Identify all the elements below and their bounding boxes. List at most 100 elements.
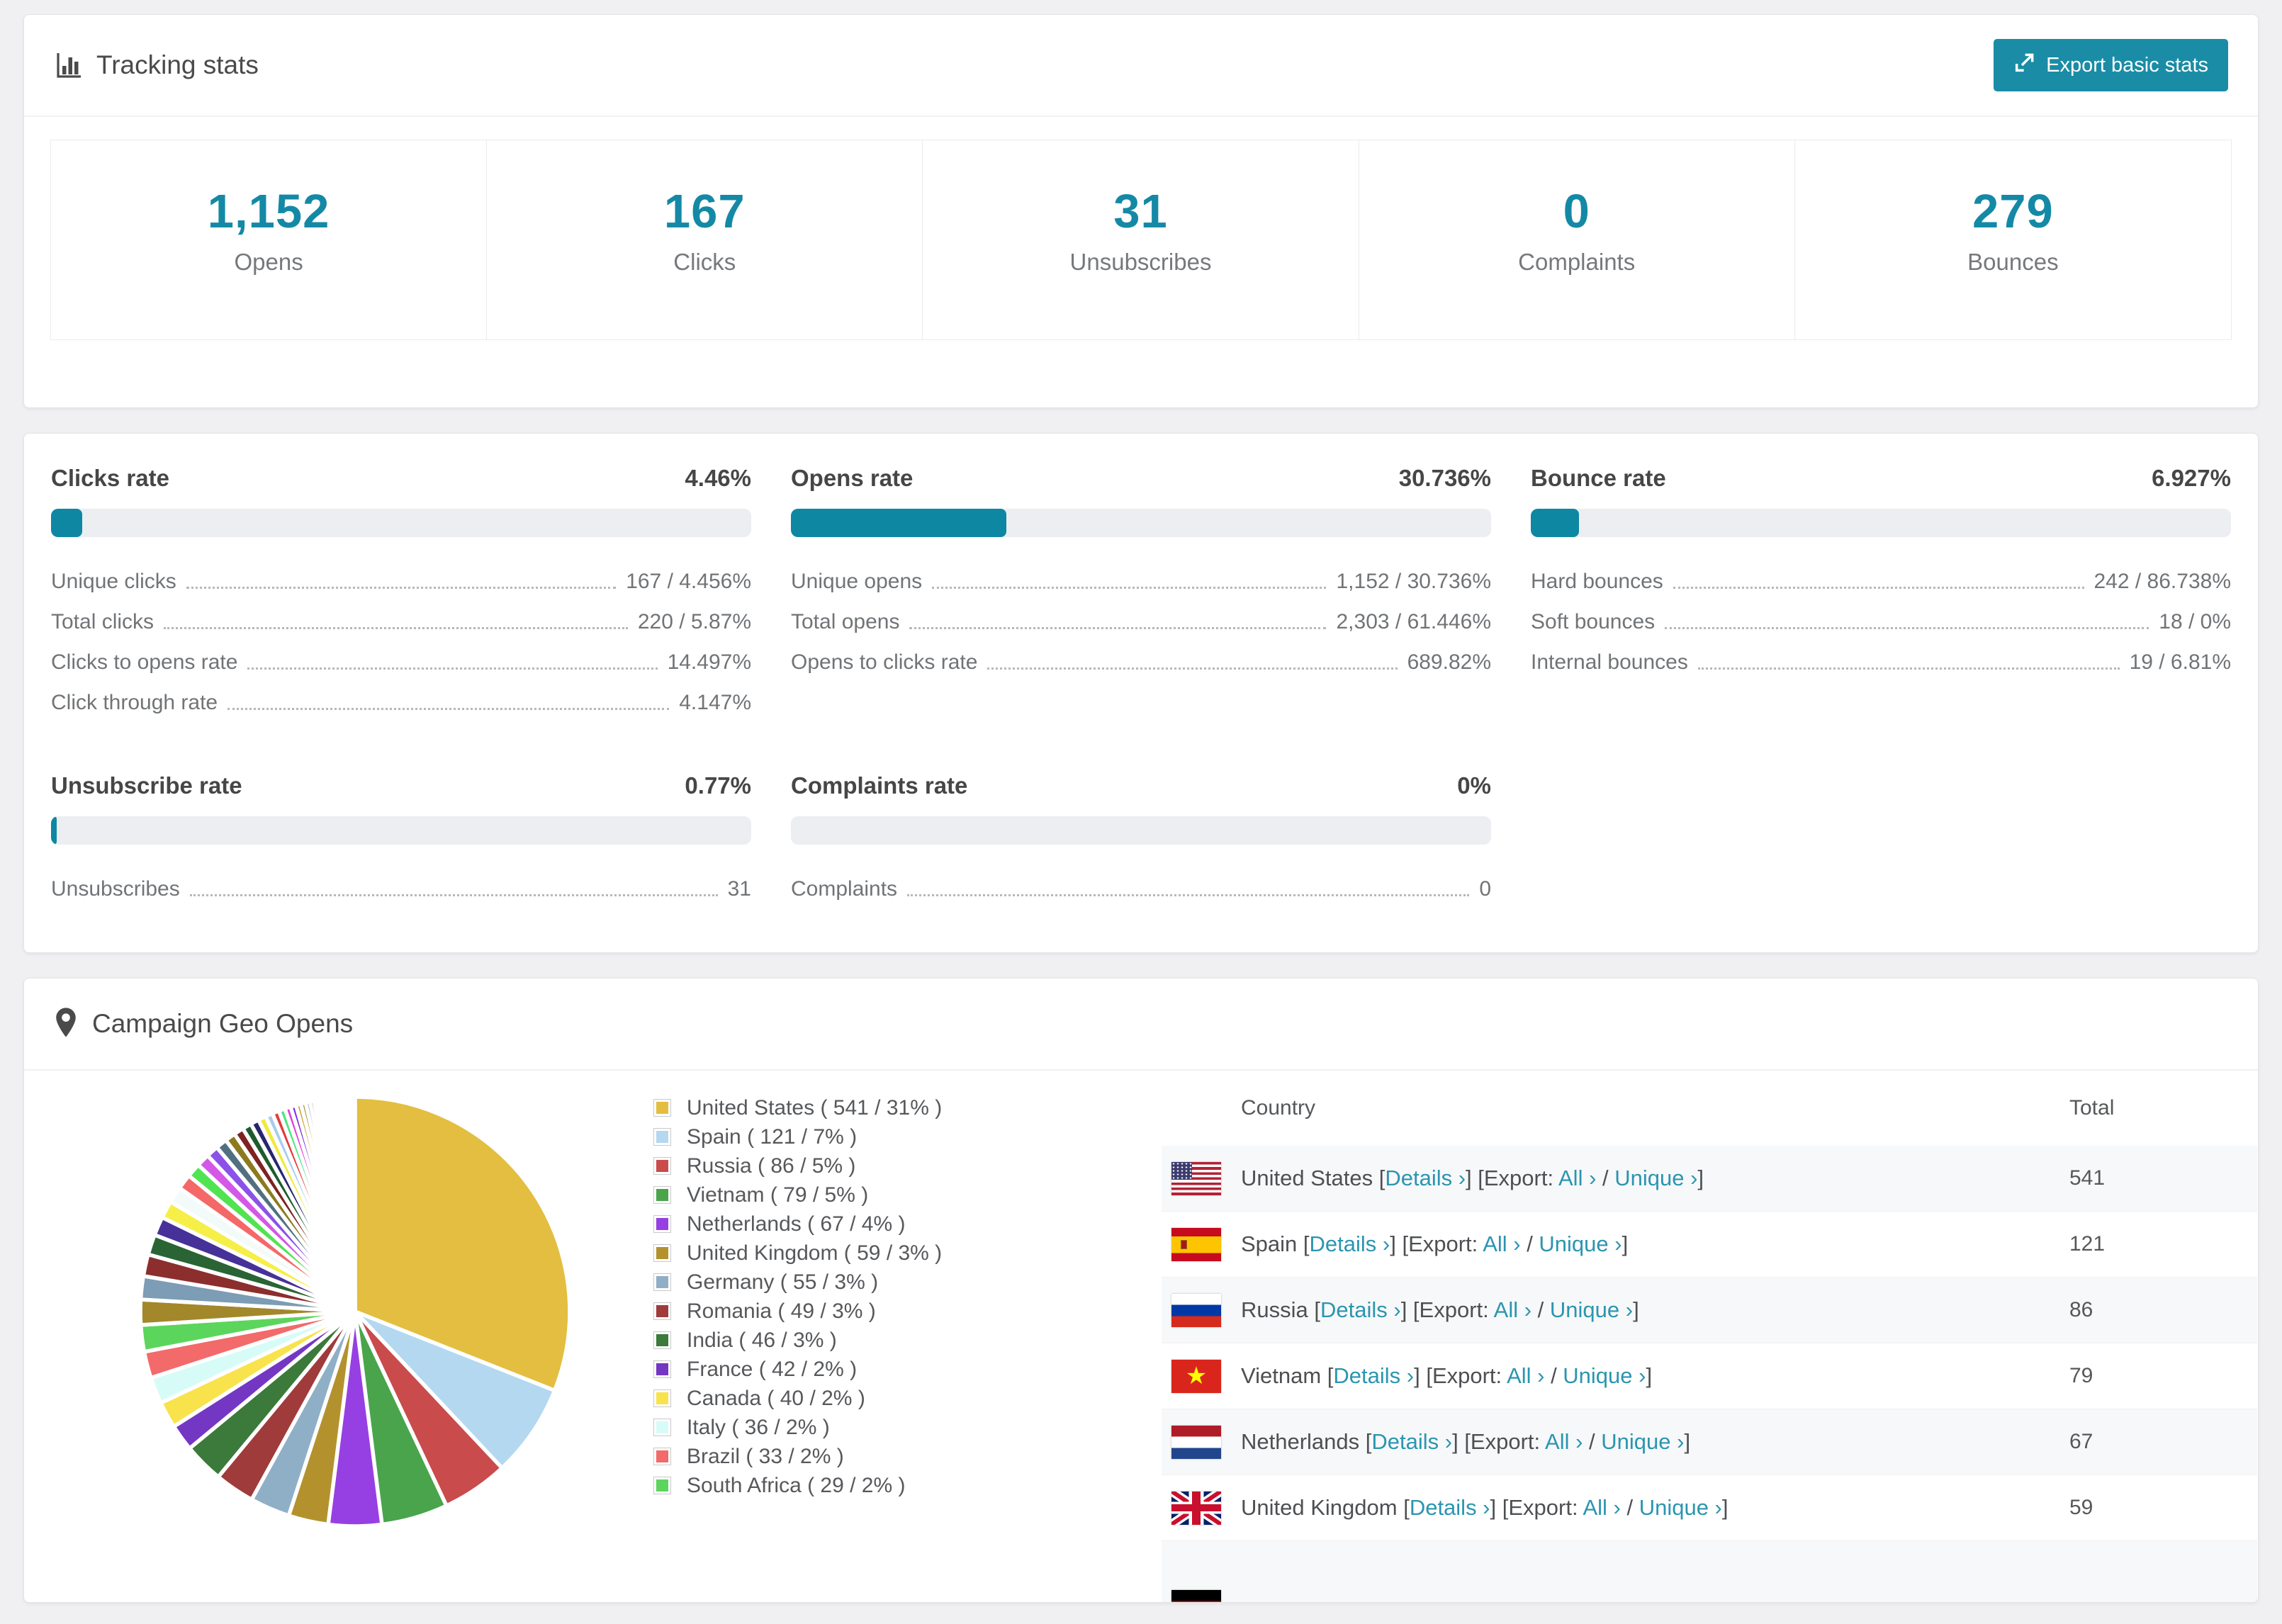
export-basic-stats-button[interactable]: Export basic stats <box>1994 39 2228 91</box>
rate-detail-value: 1,152 / 30.736% <box>1336 570 1491 593</box>
details-link[interactable]: Details › <box>1371 1429 1453 1454</box>
geo-table-row: Germany [Details ›] [Export: All › / Uni… <box>1162 1541 2257 1603</box>
rate-detail-rows: Hard bounces 242 / 86.738% Soft bounces 18 … <box>1531 570 2231 675</box>
rate-block-opens-rate: Opens rate 30.736% Unique opens 1,152 / 30.… <box>791 465 1491 731</box>
export-unique-link[interactable]: Unique › <box>1573 1602 1656 1603</box>
rate-detail-label: Unique clicks <box>51 570 176 593</box>
legend-item: Spain ( 121 / 7% ) <box>653 1122 942 1151</box>
rate-detail-row: Hard bounces 242 / 86.738% <box>1531 570 2231 594</box>
rates-card: Clicks rate 4.46% Unique clicks 167 / 4.456… <box>23 433 2259 953</box>
geo-table-row: Russia [Details ›] [Export: All › / Uniq… <box>1162 1278 2257 1343</box>
country-flag-us <box>1171 1161 1221 1195</box>
rate-detail-value: 167 / 4.456% <box>626 570 751 593</box>
country-flag-vn: ★ <box>1171 1359 1221 1393</box>
export-all-link[interactable]: All › <box>1517 1602 1554 1603</box>
legend-swatch <box>653 1099 671 1117</box>
rate-detail-label: Total opens <box>791 610 900 633</box>
pie-slice <box>353 1095 572 1393</box>
export-unique-link[interactable]: Unique › <box>1601 1429 1685 1454</box>
legend-item: Germany ( 55 / 3% ) <box>653 1268 942 1297</box>
details-link[interactable]: Details › <box>1385 1166 1466 1190</box>
export-unique-link[interactable]: Unique › <box>1539 1231 1622 1256</box>
stat-label: Unsubscribes <box>1069 249 1212 275</box>
export-all-link[interactable]: All › <box>1558 1166 1597 1190</box>
export-all-link[interactable]: All › <box>1483 1231 1521 1256</box>
country-flag-es <box>1171 1227 1221 1261</box>
details-link[interactable]: Details › <box>1409 1495 1490 1520</box>
export-all-link[interactable]: All › <box>1493 1297 1532 1322</box>
export-unique-link[interactable]: Unique › <box>1639 1495 1722 1520</box>
pie-slice <box>352 1095 357 1314</box>
export-unique-link[interactable]: Unique › <box>1614 1166 1698 1190</box>
rate-detail-rows: Unique opens 1,152 / 30.736% Total opens 2,… <box>791 570 1491 675</box>
campaign-geo-opens-card: Campaign Geo Opens United States ( 541 /… <box>23 978 2259 1603</box>
export-icon <box>2013 51 2036 79</box>
rate-title: Complaints rate <box>791 772 968 799</box>
legend-swatch <box>653 1244 671 1262</box>
geo-row-total: 121 <box>2069 1232 2106 1256</box>
dotted-leader <box>1697 667 2120 670</box>
stat-card-clicks: 167 Clicks <box>487 140 923 339</box>
bar-chart-icon <box>54 51 82 79</box>
geo-row-total: 67 <box>2069 1430 2093 1453</box>
details-link[interactable]: Details › <box>1333 1363 1415 1388</box>
page-title: Tracking stats <box>54 50 259 80</box>
dotted-leader <box>186 587 617 589</box>
rate-detail-rows: Complaints 0 <box>791 877 1491 901</box>
legend-label: Brazil ( 33 / 2% ) <box>687 1444 844 1468</box>
details-link[interactable]: Details › <box>1344 1602 1424 1603</box>
rate-title-row: Complaints rate 0% <box>791 772 1491 799</box>
legend-item: Canada ( 40 / 2% ) <box>653 1384 942 1413</box>
legend-label: Romania ( 49 / 3% ) <box>687 1299 876 1323</box>
dotted-leader <box>987 667 1398 670</box>
rate-detail-row: Click through rate 4.147% <box>51 691 751 715</box>
legend-item: Italy ( 36 / 2% ) <box>653 1413 942 1442</box>
geo-table-row: ★ Vietnam [Details ›] [Export: All › / Un… <box>1162 1343 2257 1409</box>
map-pin-icon <box>54 1007 78 1042</box>
geo-row-country-cell: Russia [Details ›] [Export: All › / Uniq… <box>1162 1293 2069 1327</box>
geo-table-header-total: Total <box>2069 1096 2115 1120</box>
rate-block-unsubscribe-rate: Unsubscribe rate 0.77% Unsubscribes 31 <box>51 772 751 918</box>
legend-label: Italy ( 36 / 2% ) <box>687 1415 830 1439</box>
rate-detail-rows: Unique clicks 167 / 4.456% Total clicks 220… <box>51 570 751 715</box>
rate-value: 4.46% <box>685 465 751 491</box>
details-link[interactable]: Details › <box>1309 1231 1390 1256</box>
export-unique-link[interactable]: Unique › <box>1549 1297 1634 1322</box>
dotted-leader <box>1673 587 2084 589</box>
rate-detail-row: Opens to clicks rate 689.82% <box>791 650 1491 675</box>
rate-detail-value: 0 <box>1479 877 1491 901</box>
country-name: United Kingdom <box>1241 1495 1398 1520</box>
export-unique-link[interactable]: Unique › <box>1563 1363 1646 1388</box>
geo-table-row: United States [Details ›] [Export: All ›… <box>1162 1146 2257 1212</box>
legend-swatch <box>653 1448 671 1465</box>
legend-swatch <box>653 1128 671 1146</box>
rate-detail-rows: Unsubscribes 31 <box>51 877 751 901</box>
geo-table-header: Country Total <box>1162 1071 2257 1146</box>
rates-grid: Clicks rate 4.46% Unique clicks 167 / 4.456… <box>51 465 2231 918</box>
rate-detail-row: Unique clicks 167 / 4.456% <box>51 570 751 594</box>
country-line: United Kingdom [Details ›] [Export: All … <box>1241 1495 1729 1520</box>
export-all-link[interactable]: All › <box>1507 1363 1545 1388</box>
rate-title-row: Clicks rate 4.46% <box>51 465 751 492</box>
rate-detail-row: Soft bounces 18 / 0% <box>1531 610 2231 634</box>
geo-row-country-cell: Spain [Details ›] [Export: All › / Uniqu… <box>1162 1227 2069 1261</box>
dotted-leader <box>164 627 628 629</box>
stat-card-unsubscribes: 31 Unsubscribes <box>923 140 1359 339</box>
geo-card-title: Campaign Geo Opens <box>92 1009 354 1038</box>
country-name: Germany <box>1241 1602 1331 1603</box>
rate-detail-label: Total clicks <box>51 610 154 633</box>
rate-progress-fill <box>791 509 1006 537</box>
legend-item: Romania ( 49 / 3% ) <box>653 1297 942 1326</box>
rate-value: 6.927% <box>2152 465 2231 491</box>
pie-slice <box>353 1309 557 1470</box>
legend-swatch <box>653 1419 671 1436</box>
rate-detail-value: 19 / 6.81% <box>2129 650 2231 674</box>
legend-item: United Kingdom ( 59 / 3% ) <box>653 1239 942 1268</box>
export-all-link[interactable]: All › <box>1545 1429 1583 1454</box>
details-link[interactable]: Details › <box>1320 1297 1401 1322</box>
country-line: Vietnam [Details ›] [Export: All › / Uni… <box>1241 1363 1653 1388</box>
legend-item: Vietnam ( 79 / 5% ) <box>653 1180 942 1209</box>
geo-pie-legend: United States ( 541 / 31% ) Spain ( 121 /… <box>653 1093 942 1500</box>
export-all-link[interactable]: All › <box>1583 1495 1621 1520</box>
rate-title-row: Bounce rate 6.927% <box>1531 465 2231 492</box>
